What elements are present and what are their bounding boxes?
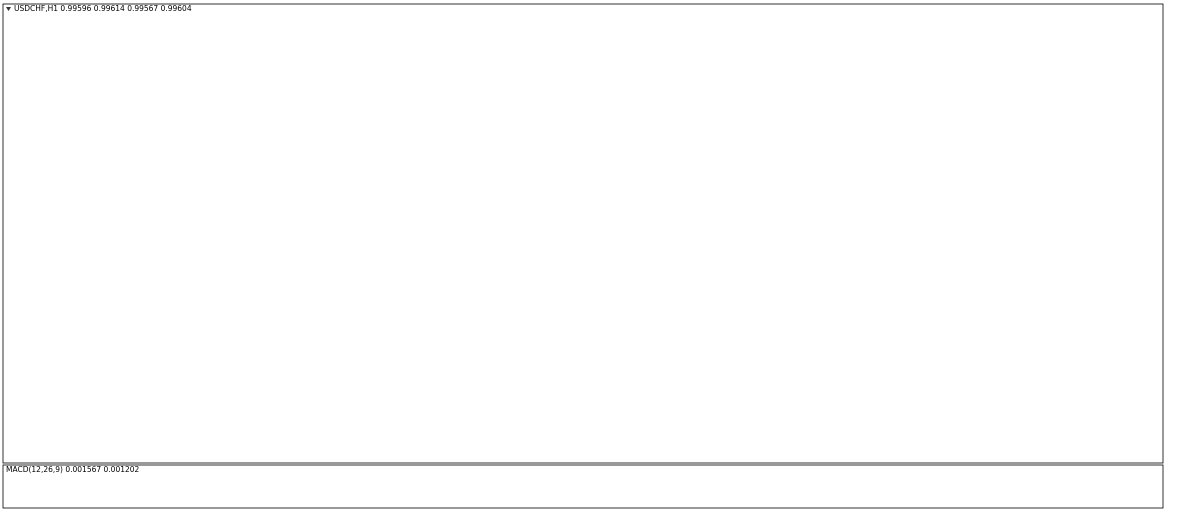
macd-title: MACD(12,26,9) 0.001567 0.001202 — [6, 465, 140, 474]
macd-pane-frame — [2, 464, 1164, 509]
chart-title: USDCHF,H1 0.99596 0.99614 0.99567 0.9960… — [14, 4, 192, 13]
symbol-menu-icon[interactable] — [6, 7, 11, 11]
main-pane-frame — [2, 3, 1164, 464]
label-layer: USDCHF,H1 0.99596 0.99614 0.99567 0.9960… — [6, 4, 192, 474]
